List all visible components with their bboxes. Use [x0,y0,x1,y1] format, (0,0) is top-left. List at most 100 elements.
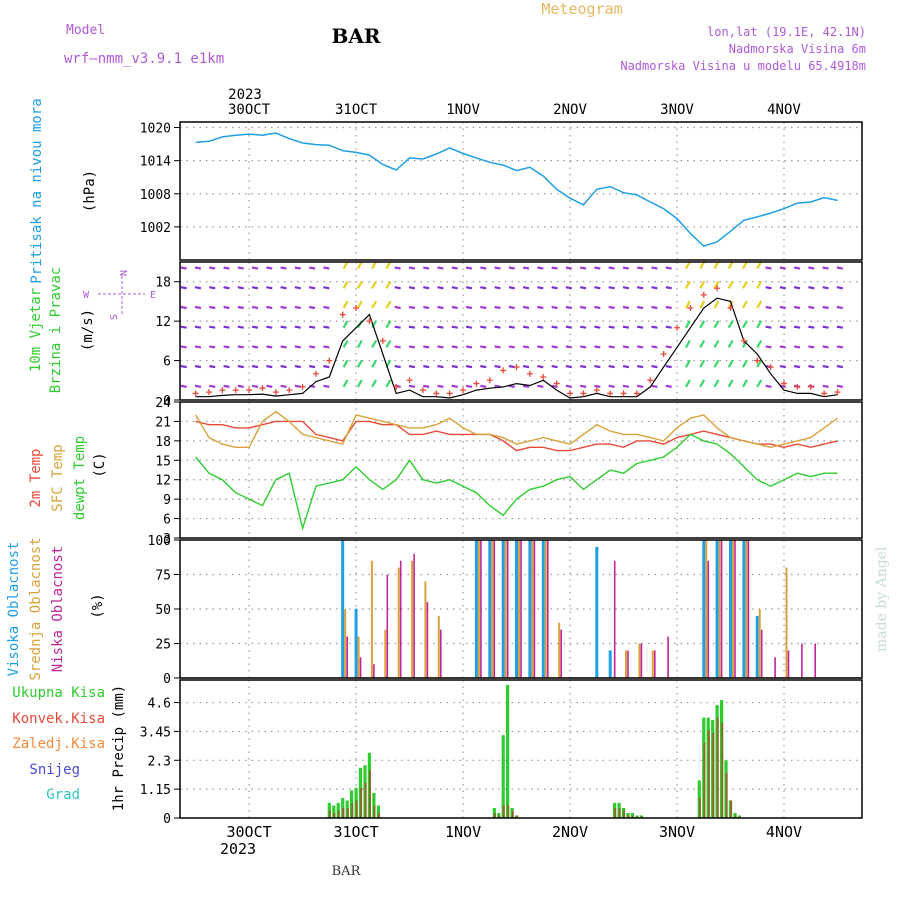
wind-arrow [742,379,748,388]
dewpoint-line [195,433,838,531]
wind-arrow [209,365,216,369]
cloud-high-bar [729,540,732,678]
wind-arrow [727,359,734,368]
precip-conv-bar [725,772,728,818]
panel-frame [179,539,863,679]
cloud-mid-bar [745,540,748,678]
cloud-low-bar [506,540,509,678]
precipitation-panel: 0 1.15 2.3 3.45 4.6 Ukupna Kisa Konvek.Kisa Zal… [12,679,863,827]
wind-arrow [251,305,259,310]
gust-marker [299,383,306,390]
wind-arrow [665,266,672,270]
wind-arrow [237,325,244,329]
wind-arrow [651,305,658,310]
wind-arrow [394,266,401,270]
y-tick-label: 1002 [140,221,171,236]
y-tick-label: 18 [155,276,171,291]
wind-arrow [480,345,487,349]
wind-arrow [727,280,734,289]
wind-arrow [437,365,444,369]
cloud-low-bar [413,553,415,678]
wind-arrow [637,305,644,310]
gust-marker [700,291,707,298]
wind-arrow [209,305,216,310]
wind-arrow [223,345,230,349]
wind-arrow [622,365,630,369]
wind-arrow [423,365,430,369]
wind-arrow [294,365,301,369]
wind-arrow [822,384,829,388]
gust-marker [660,351,667,357]
wind-arrow [494,305,501,310]
precip-conv-bar [632,815,634,818]
wind-arrow [765,384,772,388]
gust-marker [393,383,400,390]
wind-arrow [765,345,772,349]
wind-arrow [356,339,363,348]
wind-arrow [223,325,230,329]
wind-arrow [822,286,829,290]
wind-arrow [323,325,330,329]
sfc-temp-line [194,410,838,449]
wind-arrow [223,305,230,310]
wind-arrow [309,305,316,310]
wind-arrow [651,325,658,329]
sfc-temp-ylabel: SFC Temp [50,444,66,511]
wind-arrow [508,305,515,310]
wind-arrow [508,286,515,290]
wind-arrow [465,384,473,388]
bottom-year-label: 2023 [220,840,256,858]
cloud-mid-bar [518,540,520,678]
gust-marker [580,390,587,397]
gust-marker [339,311,346,318]
cloud-low-bar [547,540,549,678]
panel-frame [179,679,863,819]
wind-unit: (m/s) [80,309,96,351]
gust-marker [526,370,533,377]
wind-arrow [537,286,544,290]
wind-arrow [371,261,378,270]
wind-arrow [565,286,573,290]
precip-legend-item: Grad [46,787,80,803]
wind-arrow [622,325,630,329]
wind-arrow [684,320,691,329]
gust-marker [433,390,440,397]
cloud-low-bar [386,574,389,678]
wind-arrow [209,325,216,329]
temp-2m-line [195,420,838,452]
cloud-mid-bar [424,581,427,678]
y-tick-label: 100 [148,534,171,549]
wind-arrow [522,286,530,290]
wind-arrow [551,345,558,349]
gust-marker [754,357,761,364]
wind-arrow [756,339,763,348]
precip-total-bar [372,792,376,818]
precip-conv-bar [333,813,336,818]
wind-arrow [385,339,392,348]
wind-arrow [756,320,763,329]
wind-arrow [385,379,392,388]
wind-arrow [465,325,473,329]
y-tick-label: 0 [163,812,171,827]
wind-arrow [713,339,720,348]
y-tick-label: 21 [155,415,171,430]
cloud-low-bar [707,560,710,678]
gust-marker [540,374,547,380]
cloud-low-bar [560,629,562,678]
wind-arrow [808,305,815,310]
y-tick-label: 50 [155,603,171,618]
wind-arrow [323,286,330,290]
wind-arrow [699,300,706,309]
wind-arrow [266,345,273,349]
cloud-mid-bar [504,540,507,678]
y-tick-label: 24 [155,396,171,411]
precip-total-bar [376,805,380,818]
wind-arrow [565,305,572,310]
wind-arrow [565,345,573,349]
precip-conv-bar [618,808,621,818]
cloud-low-bar [440,629,442,678]
wind-arrow [180,325,187,329]
precip-conv-bar [355,800,358,818]
cloud-mid-bar [638,643,641,678]
wind-arrow [180,365,187,369]
